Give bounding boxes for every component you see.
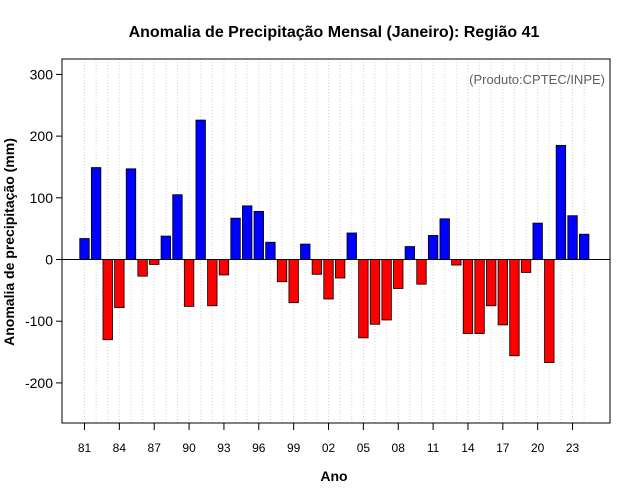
bar [265,241,276,260]
bar [160,235,171,260]
x-tick-label: 23 [566,441,580,455]
x-tick-label: 96 [252,441,266,455]
x-tick-label: 90 [182,441,196,455]
bar [253,210,264,260]
bar [242,205,253,260]
bar [509,259,520,357]
bar [125,168,137,260]
bar [567,215,578,260]
bar [555,144,567,260]
bar [300,243,311,260]
bar [369,259,381,325]
bar [544,259,555,363]
bar [195,119,206,260]
bar [172,194,183,260]
grid-lines [84,59,585,423]
x-tick-label: 14 [461,441,475,455]
bar [462,259,474,334]
bar [358,259,369,339]
y-tick-label: 0 [45,252,53,268]
bar [334,259,346,279]
bar [102,259,113,341]
y-tick-label: -100 [25,313,53,329]
y-tick-label: 200 [30,128,54,144]
credit-label: (Produto:CPTEC/INPE) [469,72,605,87]
bar [323,259,334,300]
y-axis: -200 -100 0 100 200 300 [25,66,62,391]
bar [230,217,241,260]
x-tick-label: 99 [287,441,301,455]
bar [114,259,125,309]
bar [218,259,230,276]
bar [288,259,299,304]
y-tick-label: -200 [25,375,53,391]
x-axis: 81 84 87 90 93 96 99 02 05 08 11 14 17 20 23 [78,423,580,455]
bar [439,218,450,260]
x-tick-label: 93 [217,441,231,455]
y-axis-label: Anomalia de precipitação (mm) [1,138,17,346]
y-tick-label: 300 [30,66,54,82]
bar [183,259,195,307]
bar [497,259,508,326]
bar [474,259,485,334]
x-tick-label: 81 [78,441,92,455]
bar [579,233,590,260]
bar [451,259,462,266]
x-tick-label: 20 [531,441,545,455]
bar [520,259,532,273]
x-tick-label: 84 [113,441,127,455]
bar [207,259,218,307]
bar [149,259,160,265]
bar [404,246,416,260]
bars [79,119,590,363]
x-tick-label: 05 [357,441,371,455]
x-tick-label: 87 [148,441,162,455]
x-tick-label: 17 [496,441,510,455]
bar [393,259,404,289]
bar [90,167,102,260]
bar [381,259,392,321]
bar [276,259,288,283]
bar [346,232,357,260]
bar [532,222,543,260]
bar [137,259,148,277]
plot-frame [61,58,611,424]
x-tick-label: 02 [322,441,336,455]
x-tick-label: 11 [427,441,440,455]
bar [311,259,323,275]
bar [427,235,439,260]
x-tick-label: 08 [392,441,406,455]
bar [416,259,427,285]
x-axis-label: Ano [320,468,347,484]
chart-title: Anomalia de Precipitação Mensal (Janeiro… [129,24,540,41]
bar [486,259,497,307]
bar [79,238,90,260]
y-tick-label: 100 [30,190,54,206]
